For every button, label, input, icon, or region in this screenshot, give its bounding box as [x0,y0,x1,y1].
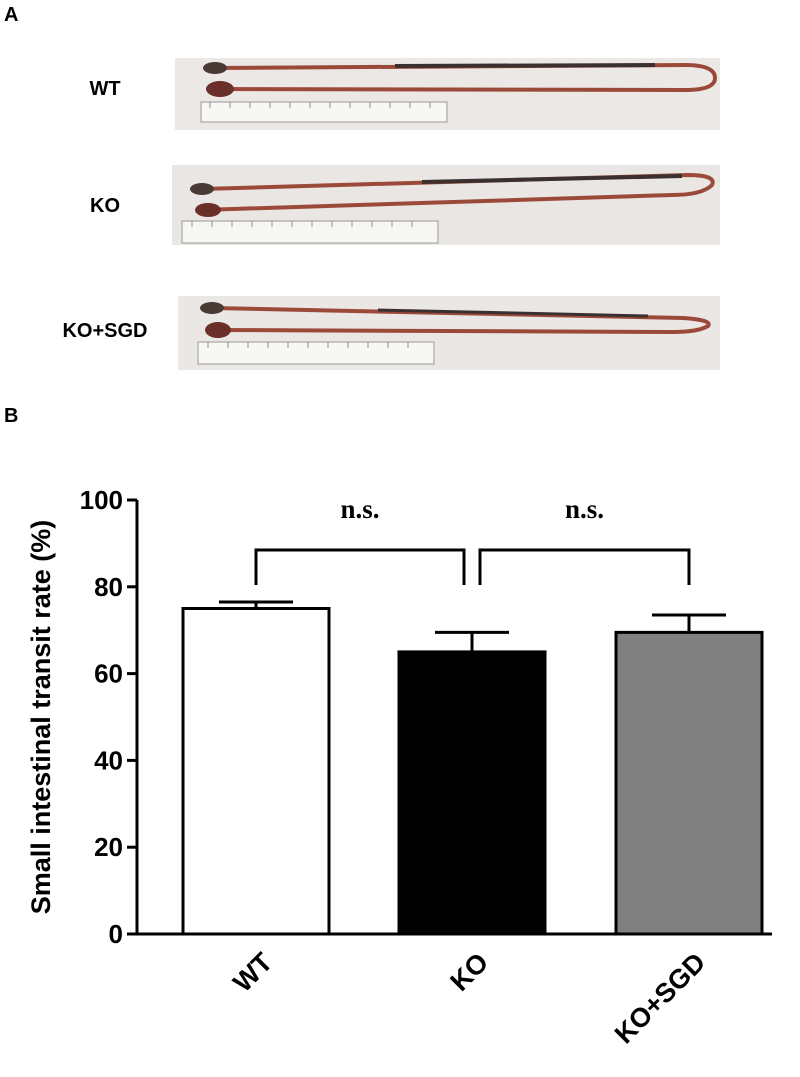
y-tick-label-60: 60 [94,659,123,689]
panel-a-letter: A [4,4,19,26]
row-label-wt: WT [89,78,121,100]
y-tick-label-80: 80 [94,572,123,602]
significance-bracket-2 [478,548,691,585]
y-tick-label-40: 40 [94,745,123,775]
significance-label-2: n.s. [565,494,604,524]
row-label-ko: KO [90,195,120,217]
intestine-photo-ko [172,165,720,245]
y-axis-title: Small intestinal transit rate (%) [26,520,56,915]
bar-chart: Small intestinal transit rate (%) 0 20 40 6… [26,485,772,1049]
bar-ko-sgd [614,630,764,936]
bar-wt [181,607,331,936]
bar-ko [397,650,547,936]
y-tick-label-100: 100 [80,485,123,515]
panel-b-letter: B [4,405,19,427]
y-tick-label-20: 20 [94,832,123,862]
significance-bracket-1 [254,548,466,585]
x-tick-label-ko: KO [444,947,494,997]
x-tick-label-ko-sgd: KO+SGD [609,947,711,1049]
intestine-photo-wt [175,58,720,130]
x-tick-label-wt: WT [227,947,278,998]
significance-label-1: n.s. [340,494,379,524]
y-tick-label-0: 0 [109,919,123,949]
intestine-photo-ko-sgd [178,296,720,370]
row-label-ko-sgd: KO+SGD [62,320,148,342]
